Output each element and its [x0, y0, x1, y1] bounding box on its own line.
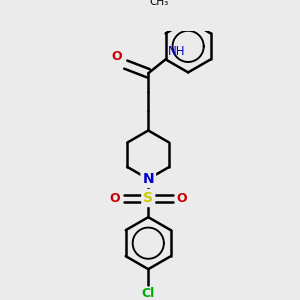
- Text: CH₃: CH₃: [149, 0, 168, 8]
- Text: NH: NH: [168, 45, 186, 58]
- Text: O: O: [112, 50, 122, 63]
- Text: N: N: [142, 172, 154, 186]
- Text: Cl: Cl: [142, 286, 155, 299]
- Text: O: O: [177, 192, 188, 205]
- Text: O: O: [109, 192, 120, 205]
- Text: S: S: [143, 191, 153, 205]
